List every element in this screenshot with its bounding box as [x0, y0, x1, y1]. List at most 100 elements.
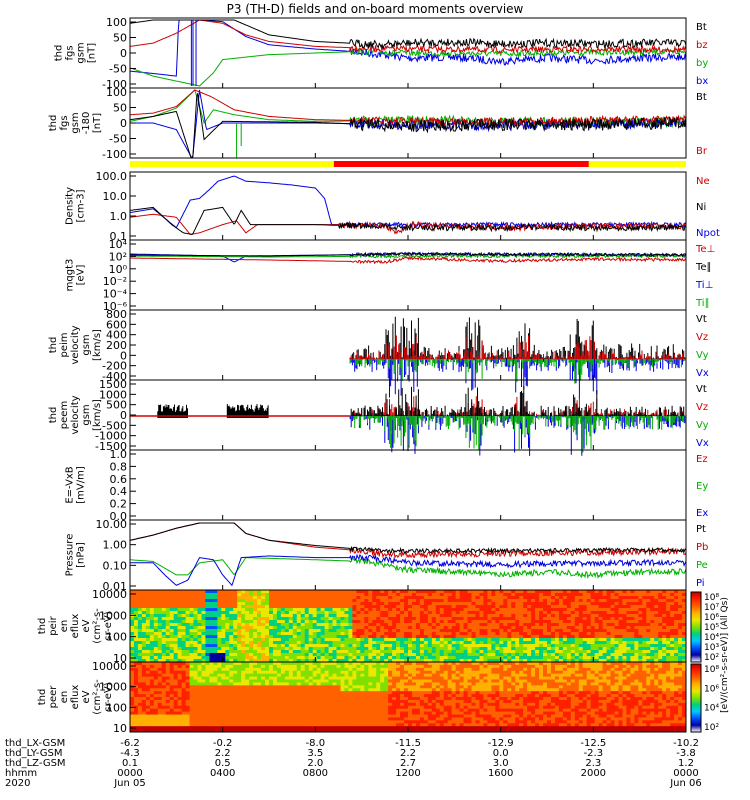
spectrogram-cell	[157, 720, 163, 724]
spectrogram-cell	[384, 611, 389, 615]
spectrogram-cell	[177, 726, 183, 730]
spectrogram-cell	[149, 611, 155, 615]
spectrogram-cell	[312, 638, 318, 642]
spectrogram-cell	[324, 599, 330, 603]
spectrogram-cell	[177, 691, 183, 695]
spectrogram-cell	[221, 729, 226, 732]
spectrogram-cell	[503, 614, 508, 618]
spectrogram-cell	[316, 676, 322, 681]
spectrogram-cell	[157, 635, 163, 639]
spectrogram-cell	[535, 626, 540, 630]
spectrogram-cell	[415, 647, 421, 651]
spectrogram-cell	[209, 685, 214, 689]
spectrogram-cell	[372, 653, 377, 657]
spectrogram-cell	[193, 708, 199, 713]
spectrogram-cell	[682, 599, 686, 603]
spectrogram-cell	[376, 720, 381, 724]
spectrogram-cell	[185, 623, 191, 627]
spectrogram-cell	[189, 670, 195, 675]
spectrogram-cell	[503, 641, 508, 645]
spectrogram-cell	[598, 629, 604, 633]
spectrogram-cell	[185, 726, 191, 730]
spectrogram-cell	[249, 602, 254, 606]
spectrogram-cell	[590, 626, 596, 630]
spectrogram-cell	[666, 659, 671, 662]
spectrogram-cell	[269, 614, 274, 618]
spectrogram-cell	[169, 711, 175, 716]
spectrogram-cell	[221, 620, 226, 624]
spectrogram-cell	[515, 653, 520, 657]
spectrogram-cell	[666, 644, 671, 648]
spectrogram-cell	[499, 641, 504, 645]
spectrogram-cell	[304, 726, 310, 730]
spectrogram-cell	[153, 611, 159, 615]
spectrogram-cell	[372, 673, 377, 678]
spectrogram-cell	[133, 679, 139, 684]
spectrogram-cell	[554, 605, 560, 609]
spectrogram-cell	[495, 626, 500, 630]
spectrogram-cell	[328, 729, 334, 732]
spectrogram-cell	[165, 673, 171, 678]
spectrogram-cell	[233, 596, 238, 600]
spectrogram-cell	[384, 632, 389, 636]
spectrogram-cell	[642, 617, 647, 621]
spectrogram-cell	[360, 699, 365, 704]
spectrogram-cell	[225, 650, 230, 654]
spectrogram-cell	[237, 697, 242, 701]
spectrogram-cell	[384, 714, 389, 719]
spectrogram-cell	[598, 623, 604, 627]
spectrogram-cell	[654, 653, 659, 657]
spectrogram-cell	[249, 708, 254, 713]
spectrogram-cell	[360, 635, 365, 639]
spectrogram-cell	[229, 596, 234, 600]
spectrogram-cell	[550, 638, 556, 642]
spectrogram-cell	[483, 626, 489, 630]
spectrogram-cell	[594, 611, 600, 615]
spectrogram-cell	[217, 699, 222, 704]
spectrogram-cell	[408, 635, 413, 639]
spectrogram-cell	[157, 676, 163, 681]
spectrogram-cell	[233, 632, 238, 636]
spectrogram-cell	[554, 593, 560, 597]
spectrogram-cell	[173, 685, 179, 689]
spectrogram-cell	[527, 590, 532, 594]
spectrogram-cell	[130, 590, 135, 594]
spectrogram-cell	[439, 629, 445, 633]
spectrogram-cell	[439, 593, 445, 597]
spectrogram-cell	[257, 723, 262, 727]
spectrogram-cell	[312, 593, 318, 597]
spectrogram-cell	[443, 647, 449, 651]
spectrogram-cell	[352, 644, 357, 648]
spectrogram-cell	[380, 673, 385, 678]
spectrogram-cell	[201, 697, 207, 701]
spectrogram-cell	[312, 664, 318, 669]
spectrogram-cell	[491, 653, 496, 657]
spectrogram-cell	[328, 705, 334, 710]
spectrogram-cell	[197, 688, 203, 692]
spectrogram-cell	[654, 605, 659, 609]
spectrogram-cell	[133, 664, 139, 669]
spectrogram-cell	[682, 632, 686, 636]
spectrogram-cell	[539, 626, 544, 630]
spectrogram-cell	[368, 656, 373, 660]
spectrogram-cell	[141, 697, 147, 701]
spectrogram-cell	[265, 599, 270, 603]
spectrogram-cell	[352, 711, 357, 716]
spectrogram-cell	[272, 599, 278, 603]
spectrogram-cell	[336, 659, 342, 662]
spectrogram-cell	[193, 679, 199, 684]
spectrogram-cell	[459, 617, 465, 621]
spectrogram-cell	[193, 599, 199, 603]
spectrogram-cell	[149, 632, 155, 636]
spectrogram-cell	[352, 694, 357, 698]
spectrogram-cell	[145, 599, 151, 603]
spectrogram-cell	[269, 659, 274, 662]
spectrogram-cell	[249, 599, 254, 603]
spectrogram-cell	[269, 708, 274, 713]
spectrogram-cell	[288, 590, 294, 594]
spectrogram-cell	[149, 647, 155, 651]
spectrogram-cell	[237, 617, 242, 621]
spectrogram-cell	[209, 729, 214, 732]
spectrogram-cell	[141, 590, 147, 594]
spectrogram-cell	[562, 644, 568, 648]
